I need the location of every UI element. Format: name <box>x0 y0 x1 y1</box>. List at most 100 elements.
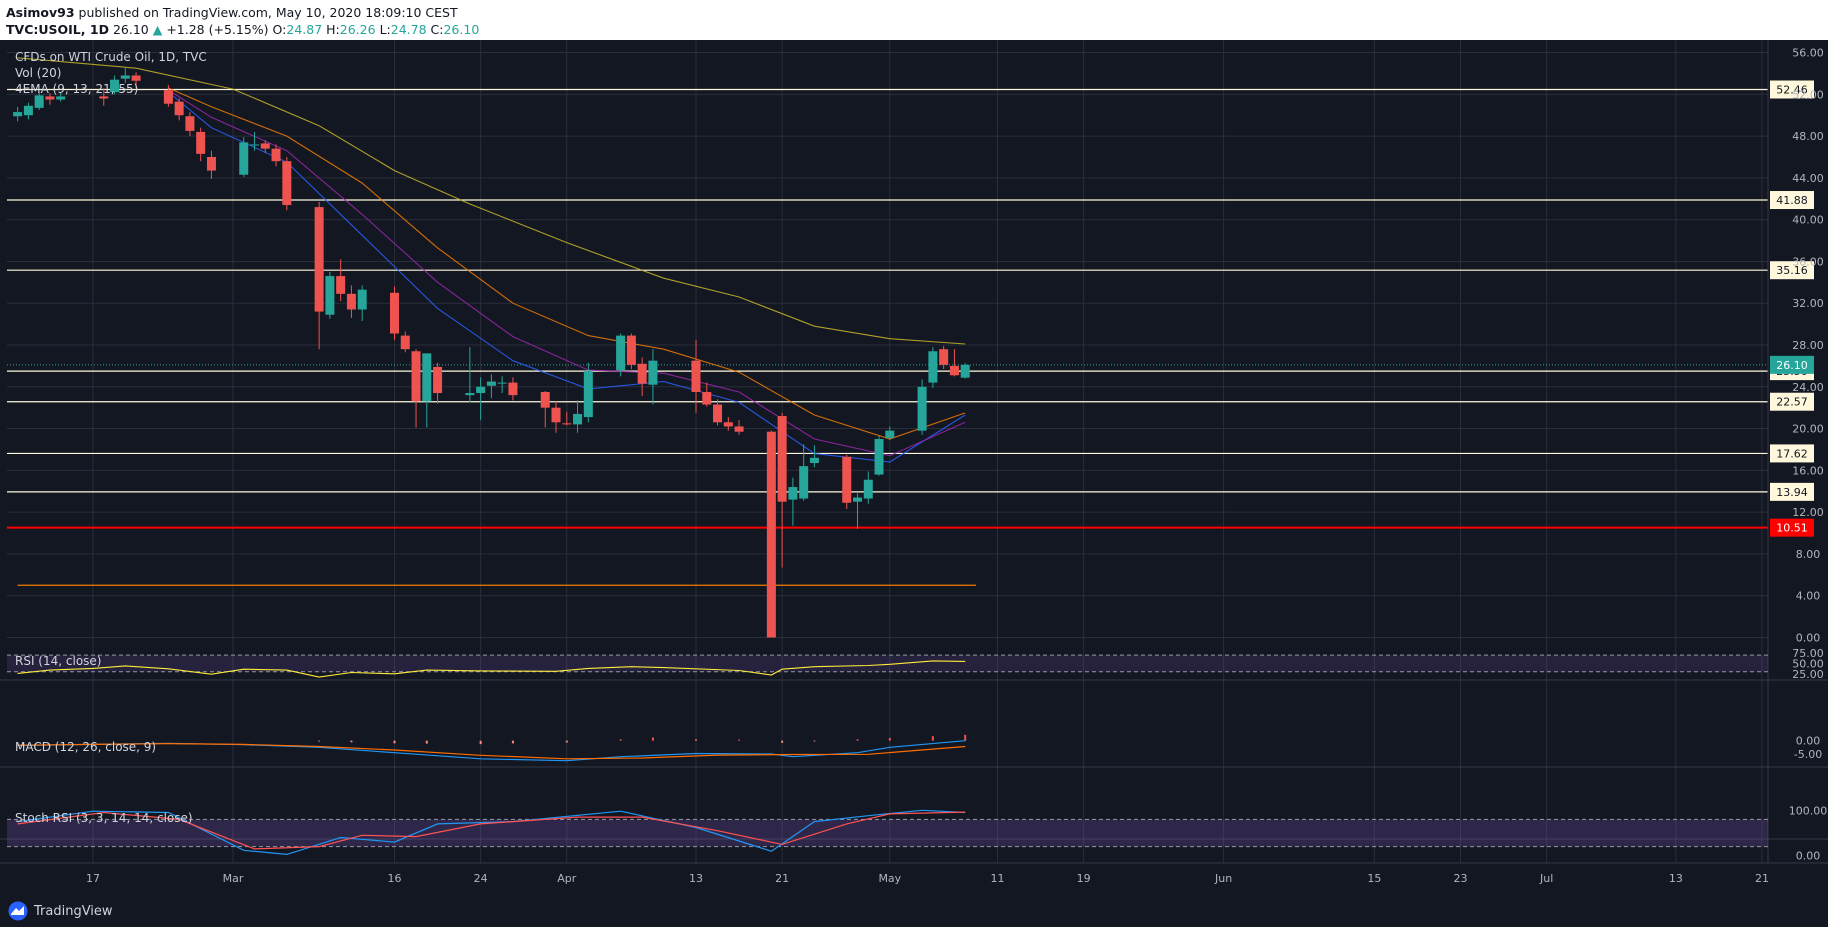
candle-body[interactable] <box>422 353 432 402</box>
stoch-tick-label: 100.00 <box>1789 804 1828 817</box>
candle-body[interactable] <box>196 131 206 154</box>
price-tick-label: 36.00 <box>1792 255 1824 268</box>
indicator-panes[interactable] <box>0 40 1828 864</box>
price-level-badge <box>1770 444 1814 463</box>
candle-body[interactable] <box>949 365 959 376</box>
candle-body[interactable] <box>508 382 518 396</box>
candle-body[interactable] <box>723 422 733 427</box>
x-tick-label: Jun <box>1214 872 1232 885</box>
chart-canvas[interactable]: 52.4641.8835.1625.5022.5717.6213.9410.51… <box>0 40 1828 895</box>
last-price: 26.10 <box>112 22 149 37</box>
price-tick-label: 44.00 <box>1792 172 1824 185</box>
candle-body[interactable] <box>486 381 496 386</box>
macd-signal-line[interactable] <box>17 742 966 760</box>
candle-body[interactable] <box>648 360 658 385</box>
candle-body[interactable] <box>389 292 399 334</box>
tradingview-logo[interactable]: TradingView <box>8 901 113 921</box>
candle-body[interactable] <box>583 371 593 418</box>
candle-body[interactable] <box>928 351 938 383</box>
candle-body[interactable] <box>163 90 173 104</box>
candle-body[interactable] <box>34 95 44 108</box>
candle-body[interactable] <box>174 101 184 116</box>
price-level-badge <box>1770 392 1814 411</box>
candle-body[interactable] <box>282 161 292 206</box>
candle-body[interactable] <box>120 75 130 79</box>
candle-body[interactable] <box>551 407 561 423</box>
candle-body[interactable] <box>99 96 109 99</box>
candle-body[interactable] <box>400 335 410 350</box>
candle-body[interactable] <box>842 456 852 503</box>
candle-body[interactable] <box>131 75 141 81</box>
chart-title[interactable]: CFDs on WTI Crude Oil, 1D, TVC <box>15 50 207 64</box>
ema-indicator-label[interactable]: 4EMA (9, 13, 21, 55) <box>15 82 138 96</box>
candle-body[interactable] <box>616 335 626 371</box>
volume-indicator-label[interactable]: Vol (20) <box>15 66 61 80</box>
candle-body[interactable] <box>206 156 216 171</box>
stoch-d-line[interactable] <box>17 811 966 850</box>
candle-body[interactable] <box>788 487 798 500</box>
candles[interactable] <box>13 67 970 638</box>
candle-body[interactable] <box>411 351 421 402</box>
candle-body[interactable] <box>325 276 335 315</box>
candle-body[interactable] <box>476 386 486 394</box>
x-tick-label: 13 <box>689 872 703 885</box>
candle-body[interactable] <box>853 497 863 502</box>
candle-body[interactable] <box>110 79 120 93</box>
high-value: 26.26 <box>339 22 376 37</box>
candle-body[interactable] <box>863 479 873 499</box>
candle-body[interactable] <box>637 363 647 384</box>
candle-body[interactable] <box>734 426 744 432</box>
candle-body[interactable] <box>766 431 776 638</box>
candle-body[interactable] <box>185 116 195 131</box>
rsi-tick-label: 50.00 <box>1792 657 1824 670</box>
candle-body[interactable] <box>917 386 927 431</box>
candle-body[interactable] <box>260 143 270 149</box>
horizontal-levels[interactable]: 52.4641.8835.1625.5022.5717.6213.9410.51… <box>7 80 1814 586</box>
candle-body[interactable] <box>960 364 970 378</box>
candle-body[interactable] <box>713 404 723 423</box>
candle-body[interactable] <box>691 360 701 393</box>
author-name[interactable]: Asimov93 <box>6 5 75 20</box>
candle-body[interactable] <box>497 382 507 384</box>
rsi-label[interactable]: RSI (14, close) <box>15 654 101 668</box>
macd-label[interactable]: MACD (12, 26, close, 9) <box>15 740 156 754</box>
stoch-band-fill <box>7 819 1768 847</box>
candle-body[interactable] <box>874 439 884 475</box>
rsi-band-fill <box>7 655 1768 672</box>
symbol-label[interactable]: TVC:USOIL, 1D <box>6 22 109 37</box>
candle-body[interactable] <box>239 142 249 175</box>
candle-body[interactable] <box>573 413 583 425</box>
candle-body[interactable] <box>540 392 550 408</box>
candle-body[interactable] <box>271 148 281 162</box>
candle-body[interactable] <box>357 289 367 310</box>
candle-body[interactable] <box>939 349 949 365</box>
chart-background <box>0 40 1828 895</box>
candle-body[interactable] <box>56 96 66 100</box>
candle-body[interactable] <box>314 207 324 312</box>
candle-body[interactable] <box>809 457 819 464</box>
candle-body[interactable] <box>885 430 895 438</box>
candle-body[interactable] <box>702 392 712 405</box>
candle-body[interactable] <box>23 105 33 116</box>
x-tick-label: 19 <box>1077 872 1091 885</box>
x-tick-label: 21 <box>1755 872 1769 885</box>
price-tick-label: 52.00 <box>1792 88 1824 101</box>
candle-body[interactable] <box>562 423 572 425</box>
candle-body[interactable] <box>626 335 636 365</box>
candle-body[interactable] <box>799 466 809 499</box>
candle-body[interactable] <box>777 416 787 502</box>
stoch-rsi-label[interactable]: Stoch RSI (3, 3, 14, 14, close) <box>15 811 193 825</box>
candle-body[interactable] <box>336 276 346 294</box>
candle-body[interactable] <box>13 112 23 117</box>
price-tick-label: 8.00 <box>1796 548 1821 561</box>
candle-body[interactable] <box>465 393 475 396</box>
stoch-k-line[interactable] <box>17 809 966 856</box>
rsi-line[interactable] <box>17 660 966 678</box>
candle-body[interactable] <box>250 144 260 146</box>
candle-body[interactable] <box>433 366 443 394</box>
price-tick-label: 16.00 <box>1792 464 1824 477</box>
candle-body[interactable] <box>346 293 356 310</box>
ema-lines <box>17 57 966 463</box>
price-level-badge <box>1770 261 1814 280</box>
candle-body[interactable] <box>45 96 55 100</box>
